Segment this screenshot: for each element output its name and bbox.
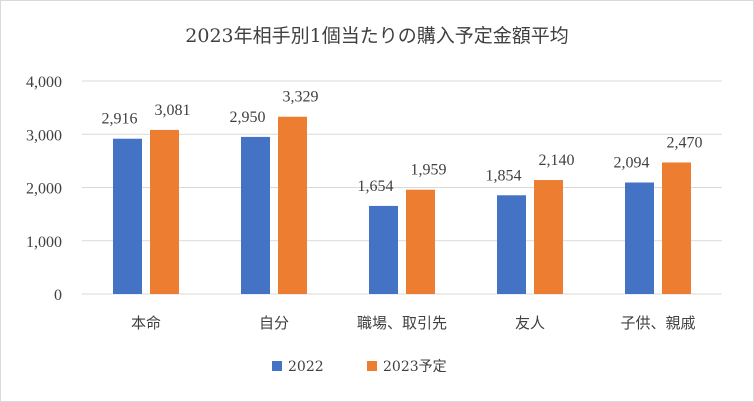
y-tick-label: 4,000	[26, 74, 62, 91]
y-tick-label: 1,000	[26, 234, 62, 251]
grid-lines	[82, 80, 722, 295]
data-label: 3,329	[283, 89, 319, 106]
bar-2023	[534, 180, 563, 294]
data-label: 1,654	[358, 178, 394, 195]
bar-2023	[278, 116, 307, 295]
bar-2022	[369, 205, 398, 294]
data-label: 2,950	[230, 109, 266, 126]
data-label: 1,854	[486, 167, 522, 184]
legend-label-2023: 2023予定	[383, 359, 447, 375]
data-labels: 2,916 3,081 2,950 3,329 1,654 1,959 1,854 2,140…	[102, 89, 703, 195]
bar-2022	[625, 182, 654, 294]
bar-2022	[497, 195, 526, 294]
bars	[113, 116, 691, 295]
legend-swatch-2023	[367, 361, 377, 371]
x-axis-categories: 本命 自分 職場、取引先 友人 子供、親戚	[131, 314, 696, 332]
y-tick-label: 0	[54, 287, 62, 304]
x-category-label: 友人	[515, 314, 545, 332]
bar-2022	[113, 138, 142, 294]
data-label: 2,470	[667, 134, 703, 151]
y-tick-label: 3,000	[26, 127, 62, 144]
bar-2023	[406, 189, 435, 294]
legend-swatch-2022	[272, 361, 282, 371]
y-tick-label: 2,000	[26, 181, 62, 198]
data-label: 2,140	[539, 152, 575, 169]
bar-2022	[241, 136, 270, 294]
chart-title: 2023年相手別1個当たりの購入予定金額平均	[185, 25, 568, 47]
data-label: 3,081	[155, 102, 191, 119]
x-category-label: 職場、取引先	[357, 314, 447, 332]
x-category-label: 子供、親戚	[620, 314, 695, 332]
bar-2023	[150, 129, 179, 294]
data-label: 2,916	[102, 111, 138, 128]
bar-2023	[662, 162, 691, 294]
data-label: 1,959	[411, 162, 447, 179]
x-category-label: 自分	[259, 314, 289, 332]
x-category-label: 本命	[131, 314, 161, 332]
y-axis-ticks: 0 1,000 2,000 3,000 4,000	[26, 74, 62, 304]
data-label: 2,094	[614, 154, 650, 171]
legend: 2022 2023予定	[272, 359, 447, 375]
legend-label-2022: 2022	[288, 359, 324, 375]
